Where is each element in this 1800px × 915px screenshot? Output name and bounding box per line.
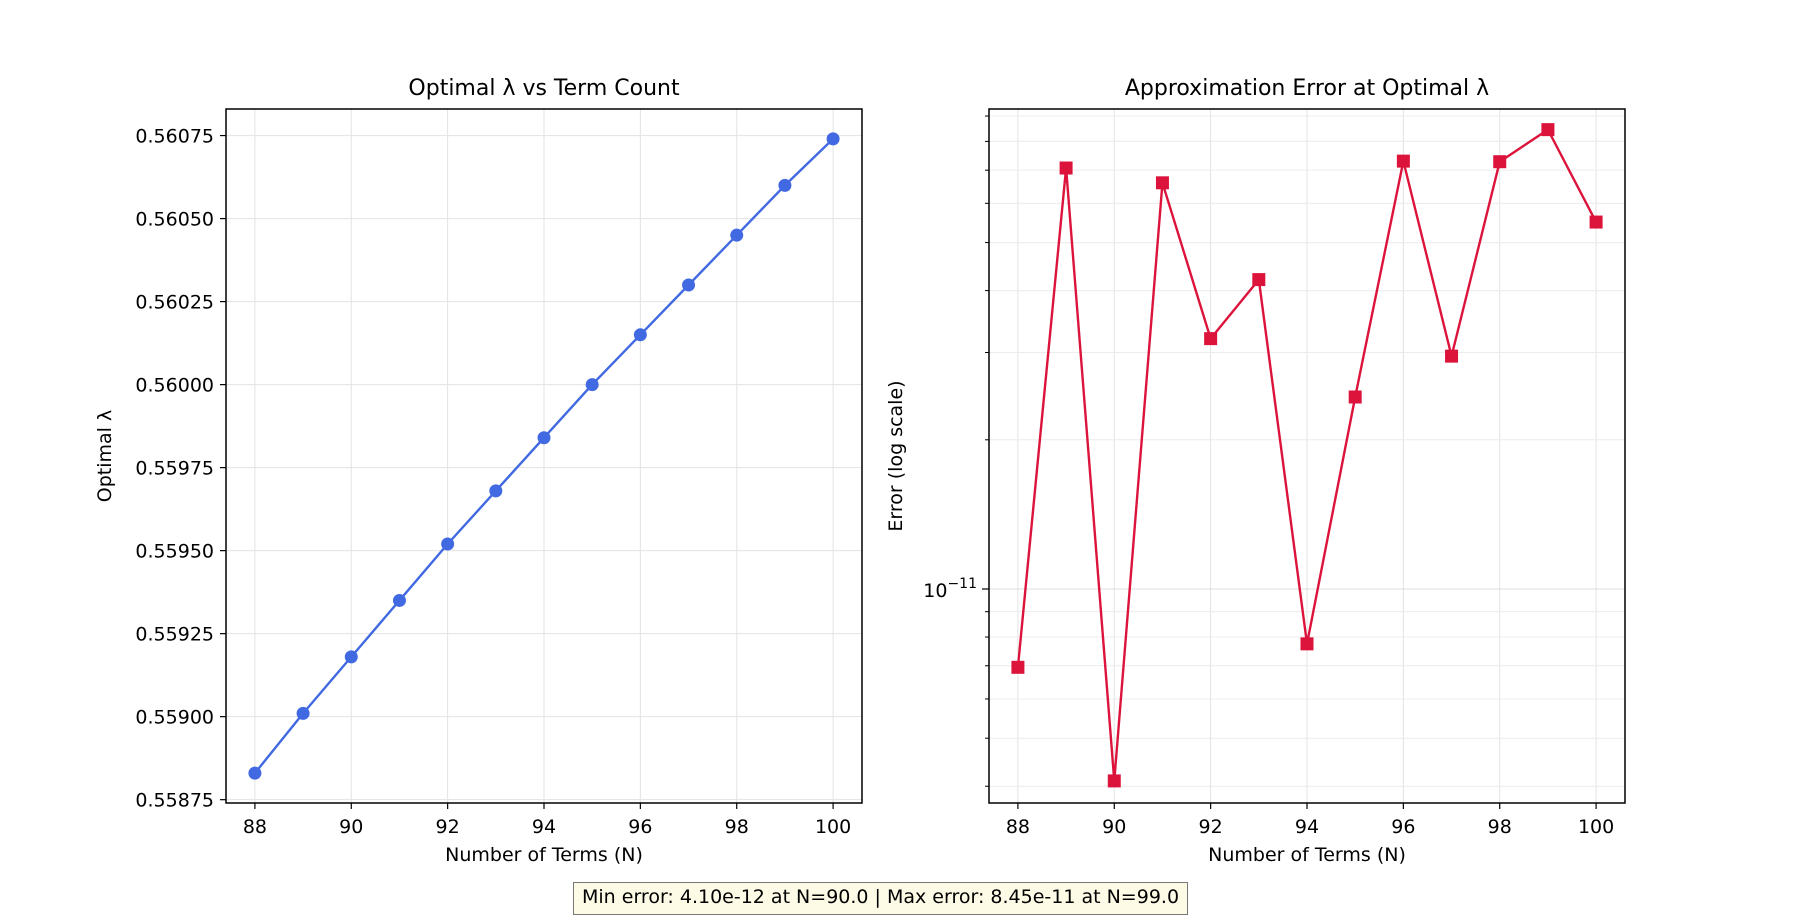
lambda-y-tick-label: 0.55975 bbox=[135, 458, 214, 480]
error-y-tick-label: 10−11 bbox=[923, 576, 977, 602]
lambda-y-ticks: 0.55875 0.55900 0.55925 0.55950 0.55975 0.560… bbox=[135, 126, 226, 812]
lambda-data-point bbox=[633, 328, 647, 342]
error-panel: 88 90 92 94 96 98 100 10−11 Approximation Erro… bbox=[885, 76, 1626, 866]
lambda-data-point bbox=[682, 278, 696, 292]
lambda-data-point bbox=[489, 484, 503, 498]
error-y-axis-label: Error (log scale) bbox=[885, 380, 907, 531]
lambda-data-point bbox=[441, 537, 455, 551]
lambda-data-point bbox=[585, 378, 599, 392]
error-x-tick-label: 98 bbox=[1488, 816, 1512, 838]
error-x-tick-label: 92 bbox=[1199, 816, 1223, 838]
error-data-point bbox=[1589, 215, 1603, 229]
lambda-y-tick-label: 0.55900 bbox=[135, 707, 214, 729]
lambda-x-tick-label: 92 bbox=[436, 816, 460, 838]
lambda-chart-title: Optimal λ vs Term Count bbox=[408, 76, 680, 101]
error-data-point bbox=[1204, 332, 1218, 346]
error-data-point bbox=[1252, 273, 1266, 287]
lambda-y-tick-label: 0.55925 bbox=[135, 624, 214, 646]
error-x-axis-label: Number of Terms (N) bbox=[1208, 844, 1406, 866]
error-data-point bbox=[1493, 155, 1507, 169]
lambda-markers bbox=[248, 132, 840, 780]
lambda-x-tick-label: 100 bbox=[815, 816, 851, 838]
error-data-point bbox=[1011, 660, 1025, 674]
error-data-point bbox=[1541, 123, 1555, 137]
lambda-data-point bbox=[778, 178, 792, 192]
error-data-point bbox=[1107, 774, 1121, 788]
error-x-tick-label: 100 bbox=[1578, 816, 1614, 838]
lambda-x-tick-label: 88 bbox=[243, 816, 267, 838]
lambda-grid bbox=[226, 109, 862, 803]
lambda-x-tick-label: 98 bbox=[725, 816, 749, 838]
error-x-tick-label: 90 bbox=[1102, 816, 1126, 838]
error-data-point bbox=[1396, 154, 1410, 168]
lambda-x-tick-label: 94 bbox=[532, 816, 556, 838]
lambda-data-point bbox=[248, 766, 262, 780]
lambda-data-point bbox=[344, 650, 358, 664]
error-x-ticks: 88 90 92 94 96 98 100 bbox=[1006, 803, 1614, 838]
lambda-panel: 88 90 92 94 96 98 100 0.558750.559000.559250.5… bbox=[94, 76, 863, 866]
lambda-data-point bbox=[296, 706, 310, 720]
error-grid bbox=[989, 109, 1625, 803]
lambda-x-tick-label: 96 bbox=[628, 816, 652, 838]
lambda-y-tick-label: 0.55950 bbox=[135, 541, 214, 563]
summary-box: Min error: 4.10e-12 at N=90.0 | Max erro… bbox=[573, 882, 1189, 915]
lambda-y-axis-label: Optimal λ bbox=[94, 410, 116, 502]
error-y-ticks: 10−11 bbox=[923, 115, 989, 787]
lambda-data-point bbox=[392, 593, 406, 607]
error-data-point bbox=[1300, 637, 1314, 651]
lambda-data-point bbox=[730, 228, 744, 242]
error-chart-title: Approximation Error at Optimal λ bbox=[1125, 76, 1489, 101]
lambda-x-tick-label: 90 bbox=[339, 816, 363, 838]
error-data-point bbox=[1155, 176, 1169, 190]
lambda-y-tick-label: 0.55875 bbox=[135, 790, 214, 812]
lambda-data-point bbox=[826, 132, 840, 146]
lambda-data-point bbox=[537, 431, 551, 445]
lambda-y-tick-label: 0.56050 bbox=[135, 209, 214, 231]
lambda-x-ticks: 88 90 92 94 96 98 100 bbox=[243, 803, 851, 838]
error-x-tick-label: 94 bbox=[1295, 816, 1319, 838]
error-markers bbox=[1011, 123, 1603, 788]
lambda-y-tick-label: 0.56025 bbox=[135, 292, 214, 314]
error-data-point bbox=[1445, 349, 1459, 363]
error-x-tick-label: 88 bbox=[1006, 816, 1030, 838]
error-data-point bbox=[1059, 161, 1073, 175]
lambda-x-axis-label: Number of Terms (N) bbox=[445, 844, 643, 866]
lambda-y-tick-label: 0.56075 bbox=[135, 126, 214, 148]
error-data-point bbox=[1348, 390, 1362, 404]
error-x-tick-label: 96 bbox=[1391, 816, 1415, 838]
lambda-y-tick-label: 0.56000 bbox=[135, 375, 214, 397]
